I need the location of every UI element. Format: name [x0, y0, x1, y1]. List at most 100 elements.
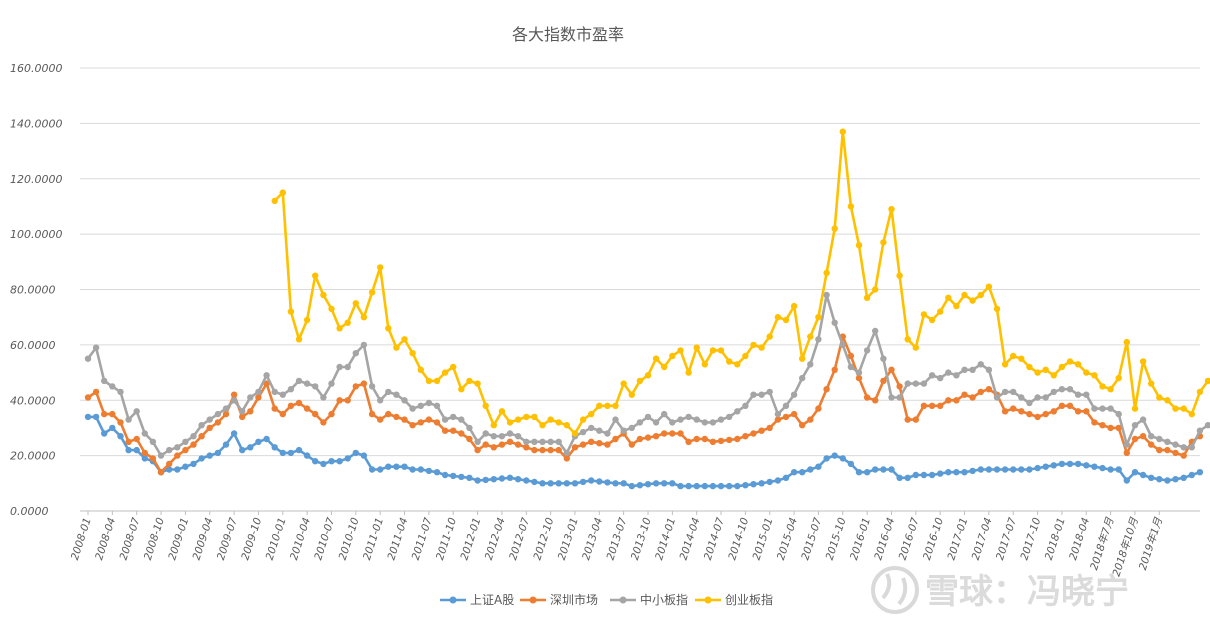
data-point-1-119	[1050, 408, 1058, 415]
data-point-3-97	[1058, 363, 1066, 371]
data-point-1-86	[782, 413, 790, 421]
chart-title: 各大指数市盈率	[512, 25, 624, 44]
x-tick-label-12: 2011-01	[361, 516, 386, 561]
data-point-3-53	[701, 361, 708, 368]
data-point-2-79	[726, 413, 733, 421]
data-point-1-36	[377, 416, 384, 423]
gridlines	[80, 67, 1200, 512]
data-point-1-89	[807, 416, 814, 423]
x-tick-label-1: 2008-04	[93, 516, 118, 561]
data-point-1-42	[425, 416, 433, 423]
data-point-3-60	[758, 344, 765, 351]
data-point-1-65	[612, 435, 619, 443]
data-point-1-35	[368, 410, 376, 418]
series-2	[84, 291, 1210, 459]
x-tick-label-35: 2016-10	[921, 516, 946, 562]
data-point-2-106	[945, 369, 952, 376]
data-point-0-76	[701, 482, 708, 490]
data-point-1-25	[287, 402, 295, 409]
x-tick-label-34: 2016-07	[897, 516, 922, 562]
data-point-0-38	[393, 463, 400, 470]
legend-label-3: 创业板指	[725, 592, 773, 607]
data-point-3-110	[1164, 397, 1171, 404]
data-point-0-6	[133, 446, 140, 454]
data-point-0-130	[1139, 471, 1147, 479]
x-tick-label-10: 2010-07	[312, 516, 337, 562]
data-point-3-107	[1139, 358, 1147, 365]
data-point-2-70	[652, 419, 660, 426]
data-point-0-107	[953, 469, 960, 476]
data-point-3-25	[474, 380, 481, 387]
data-point-3-108	[1148, 380, 1155, 387]
data-point-1-29	[320, 419, 327, 426]
data-point-2-56	[539, 438, 546, 445]
data-point-3-104	[1115, 374, 1122, 382]
data-point-3-96	[1050, 372, 1058, 379]
data-point-1-90	[815, 405, 822, 412]
x-tick-label-5: 2009-04	[191, 516, 216, 561]
data-point-2-37	[385, 388, 392, 396]
y-axis: 0.0000 20.0000 40.0000 60.0000 80.0000 100.00…	[10, 62, 63, 518]
data-point-3-49	[669, 352, 676, 360]
data-point-0-19	[239, 446, 246, 454]
data-point-3-55	[717, 347, 725, 354]
data-point-0-50	[490, 476, 497, 483]
data-point-1-102	[912, 416, 919, 423]
data-point-1-5	[125, 438, 132, 445]
data-point-0-55	[531, 478, 538, 486]
data-point-1-58	[555, 446, 562, 454]
data-point-3-68	[823, 269, 830, 277]
data-point-0-97	[872, 466, 879, 473]
data-point-0-57	[547, 480, 554, 487]
data-point-3-75	[880, 239, 887, 246]
data-point-1-80	[734, 435, 741, 443]
data-point-2-137	[1196, 427, 1204, 434]
data-point-0-43	[433, 469, 441, 476]
data-point-0-82	[750, 481, 757, 488]
data-point-1-87	[790, 410, 798, 418]
data-point-2-44	[441, 416, 449, 423]
x-tick-label-33: 2016-04	[872, 516, 897, 561]
data-point-0-117	[1034, 464, 1041, 472]
data-point-2-81	[742, 402, 749, 409]
data-point-1-69	[644, 434, 652, 441]
legend-item-2: 中小板指	[610, 592, 688, 607]
data-point-0-59	[563, 480, 570, 487]
data-point-1-99	[888, 366, 895, 373]
x-tick-label-20: 2013-01	[556, 516, 581, 561]
data-point-2-108	[961, 366, 968, 373]
data-point-3-6	[320, 291, 327, 299]
data-point-1-20	[247, 408, 254, 415]
data-point-0-11	[174, 466, 181, 473]
data-point-0-131	[1148, 474, 1155, 481]
data-point-1-135	[1180, 452, 1187, 459]
x-tick-label-11: 2010-10	[337, 516, 362, 562]
data-point-3-76	[888, 206, 895, 213]
data-point-1-0	[84, 394, 92, 401]
data-point-0-64	[604, 479, 611, 486]
data-point-3-66	[807, 333, 814, 340]
data-point-0-137	[1196, 469, 1204, 476]
data-point-1-31	[336, 397, 343, 404]
data-point-0-72	[669, 480, 676, 487]
data-point-2-112	[993, 394, 1001, 401]
data-point-1-131	[1148, 441, 1155, 448]
data-point-3-7	[328, 305, 335, 313]
x-tick-label-14: 2011-07	[410, 516, 435, 562]
legend-marker-1	[529, 596, 537, 604]
data-point-0-115	[1018, 466, 1025, 473]
data-point-0-110	[977, 466, 984, 473]
x-tick-label-31: 2015-10	[824, 516, 849, 562]
data-point-0-34	[360, 452, 368, 459]
data-point-3-102	[1099, 383, 1106, 390]
x-tick-label-39: 2017-10	[1018, 516, 1043, 562]
data-point-3-14	[385, 325, 392, 332]
data-point-2-35	[368, 383, 376, 390]
data-point-0-58	[555, 480, 562, 487]
data-point-3-45	[636, 377, 644, 385]
data-point-1-110	[977, 388, 984, 396]
data-point-1-24	[279, 410, 286, 418]
data-point-0-42	[425, 467, 433, 475]
data-point-3-3	[295, 336, 303, 343]
data-point-2-28	[312, 383, 319, 390]
